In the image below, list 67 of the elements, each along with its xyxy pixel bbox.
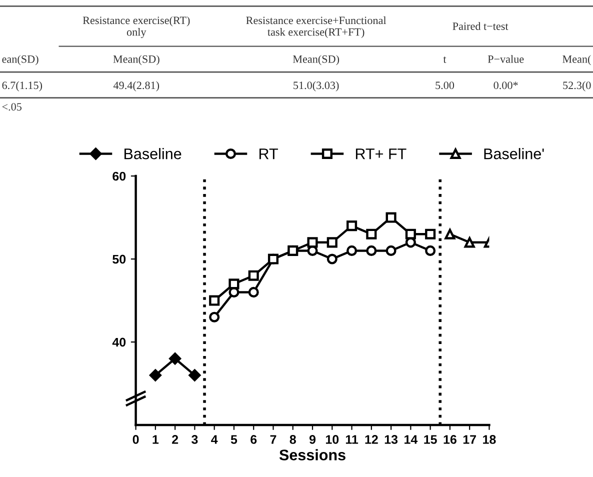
point — [326, 237, 338, 248]
text: Paired t−test — [452, 22, 508, 30]
point — [386, 212, 396, 223]
x-tick-label: 18 — [483, 435, 496, 444]
point — [307, 237, 318, 248]
text: Resistance exercise(RT) only — [82, 16, 190, 38]
x-tick-label: 4 — [211, 435, 218, 444]
x-tick-label: 11 — [346, 435, 358, 444]
point — [386, 245, 396, 256]
point — [464, 237, 475, 248]
point — [188, 369, 201, 382]
text: 6.7(1.15) — [2, 81, 42, 92]
text: <.05 — [2, 103, 22, 111]
point — [366, 245, 377, 256]
x-tick-label: 2 — [172, 435, 178, 444]
point — [209, 312, 220, 322]
point — [425, 245, 436, 256]
point — [425, 228, 436, 240]
legend-label: Baseline — [124, 148, 182, 160]
text: t — [443, 56, 446, 63]
text: 5.00 — [436, 82, 454, 90]
legend-label: RT+ FT — [356, 148, 406, 160]
x-tick-label: 5 — [230, 435, 238, 444]
text: Resistance exercise+Functional task exercise(RT+FT) — [246, 16, 386, 38]
text: ean(SD) — [2, 55, 38, 66]
y-tick-label: 60 — [112, 172, 126, 181]
point — [366, 228, 377, 240]
x-tick-label: 15 — [424, 435, 437, 444]
x-tick-label: 17 — [463, 435, 476, 444]
x-tick-label: 6 — [250, 435, 257, 444]
point — [346, 220, 358, 232]
point — [405, 228, 416, 240]
legend-label: RT — [259, 148, 278, 160]
x-tick-label: 8 — [290, 435, 296, 444]
text: P−value — [488, 55, 524, 63]
text: Mean(SD) — [292, 55, 340, 66]
x-axis-title: Sessions — [279, 449, 346, 460]
x-tick-label: 10 — [326, 435, 339, 444]
legend-label: Baseline' — [484, 148, 544, 160]
point — [248, 270, 259, 281]
y-tick-label: 50 — [112, 254, 126, 264]
point — [228, 278, 240, 290]
x-tick-label: 14 — [404, 435, 418, 444]
y-tick-label: 40 — [112, 338, 126, 347]
text: 52.3(0 — [563, 81, 591, 92]
text: Mean( — [562, 55, 591, 66]
point — [346, 245, 358, 256]
x-tick-label: 0 — [132, 435, 139, 444]
point — [209, 295, 220, 306]
x-tick-label: 9 — [309, 435, 316, 444]
x-tick-label: 7 — [270, 435, 276, 444]
point — [326, 254, 338, 264]
x-tick-label: 1 — [152, 435, 159, 444]
point — [444, 228, 456, 240]
x-tick-label: 12 — [365, 435, 378, 444]
point — [169, 352, 182, 365]
text: 51.0(3.03) — [294, 81, 339, 92]
point — [248, 286, 259, 298]
point — [149, 369, 162, 382]
x-tick-label: 3 — [192, 435, 198, 444]
point — [268, 254, 279, 264]
text: Mean(SD) — [113, 55, 160, 66]
text: 0.00* — [494, 82, 518, 90]
x-tick-label: 13 — [384, 435, 398, 444]
x-tick-label: 16 — [444, 435, 456, 444]
point — [288, 245, 298, 256]
text: 49.4(2.81) — [113, 81, 160, 92]
